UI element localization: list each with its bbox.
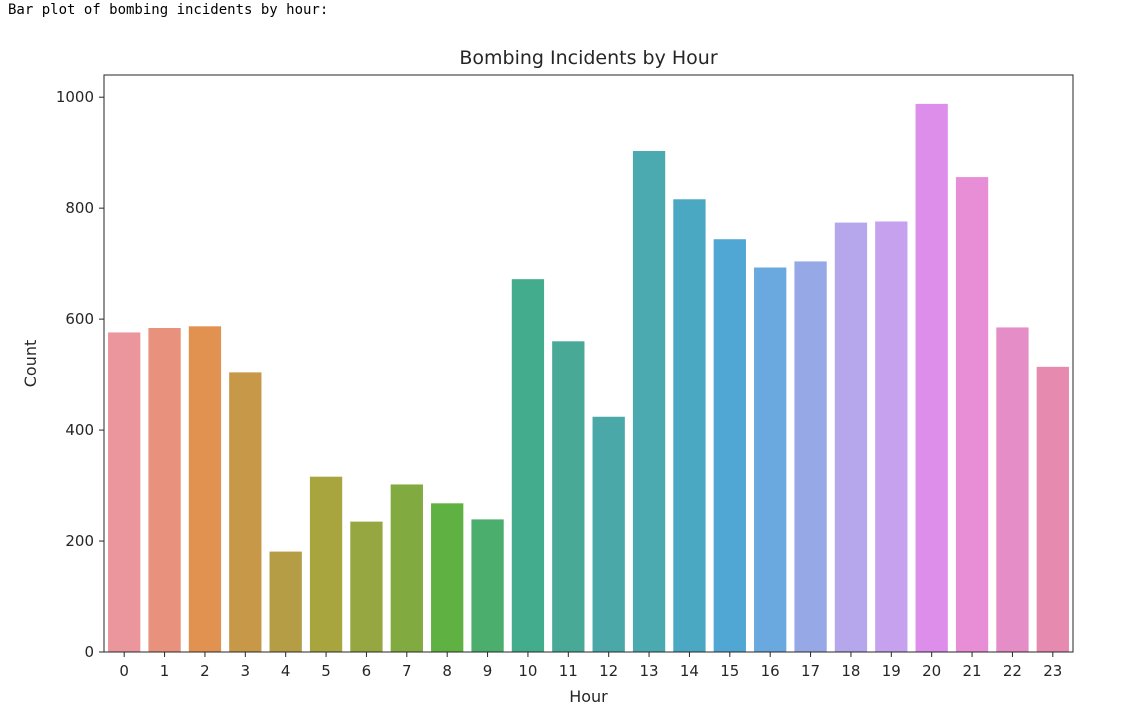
x-tick-label: 16: [761, 662, 780, 680]
bar-hour-9: [471, 519, 504, 652]
x-tick-label: 21: [963, 662, 982, 680]
x-tick-label: 10: [518, 662, 537, 680]
x-tick-label: 3: [241, 662, 251, 680]
x-tick-label: 8: [442, 662, 452, 680]
x-tick-label: 14: [680, 662, 699, 680]
bar-hour-23: [1036, 366, 1069, 652]
x-tick-label: 12: [599, 662, 618, 680]
x-tick-label: 4: [281, 662, 291, 680]
bar-hour-22: [996, 327, 1029, 652]
bar-hour-21: [955, 177, 989, 653]
x-tick-label: 7: [402, 662, 412, 680]
y-tick-label: 200: [65, 532, 94, 550]
cell-output-text: Bar plot of bombing incidents by hour:: [8, 2, 329, 18]
bar-hour-8: [431, 503, 464, 652]
x-axis-label: Hour: [569, 687, 608, 706]
bar-hour-3: [229, 372, 262, 652]
bar-hour-13: [632, 151, 666, 652]
x-tick-label: 5: [321, 662, 331, 680]
bar-hour-15: [713, 239, 746, 652]
x-tick-label: 22: [1003, 662, 1022, 680]
bar-hour-17: [794, 261, 827, 652]
x-tick-label: 20: [922, 662, 941, 680]
x-axis-ticks: 0 1 2 3 4 5 6 7 8 9 10 11 12 13 14 15 16 17 18 19 20 21 22 23: [119, 652, 1062, 680]
bar-hour-16: [754, 267, 787, 652]
y-axis-ticks: 0 200 400 600 800 1000: [56, 88, 104, 661]
bar-hour-10: [511, 279, 545, 652]
y-tick-label: 800: [65, 199, 94, 217]
bar-hour-11: [552, 341, 585, 652]
bar-hour-1: [148, 327, 181, 652]
bar-hour-19: [875, 221, 908, 652]
bar-hour-6: [350, 521, 383, 652]
x-tick-label: 6: [362, 662, 372, 680]
x-tick-label: 19: [882, 662, 901, 680]
x-tick-label: 1: [160, 662, 170, 680]
y-tick-label: 600: [65, 310, 94, 328]
y-tick-label: 0: [84, 643, 94, 661]
bar-hour-5: [309, 476, 343, 652]
bar-hour-12: [592, 416, 625, 652]
x-tick-label: 13: [640, 662, 659, 680]
bars-group: [108, 103, 1069, 653]
x-tick-label: 15: [720, 662, 739, 680]
bar-hour-7: [390, 484, 423, 652]
x-tick-label: 11: [559, 662, 578, 680]
bar-hour-20: [915, 103, 948, 653]
plot-frame: [103, 74, 1074, 653]
x-tick-label: 23: [1043, 662, 1062, 680]
y-tick-label: 400: [65, 421, 94, 439]
bar-hour-2: [188, 326, 222, 652]
bar-hour-14: [673, 199, 706, 652]
y-axis-label: Count: [21, 340, 40, 388]
chart-title: Bombing Incidents by Hour: [459, 47, 717, 69]
bar-hour-4: [269, 551, 302, 652]
bar-hour-0: [108, 332, 141, 652]
x-tick-label: 17: [801, 662, 820, 680]
bar-hour-18: [834, 222, 868, 652]
y-tick-label: 1000: [56, 88, 94, 106]
x-tick-label: 0: [119, 662, 129, 680]
x-tick-label: 9: [483, 662, 493, 680]
x-tick-label: 2: [200, 662, 210, 680]
x-tick-label: 18: [841, 662, 860, 680]
